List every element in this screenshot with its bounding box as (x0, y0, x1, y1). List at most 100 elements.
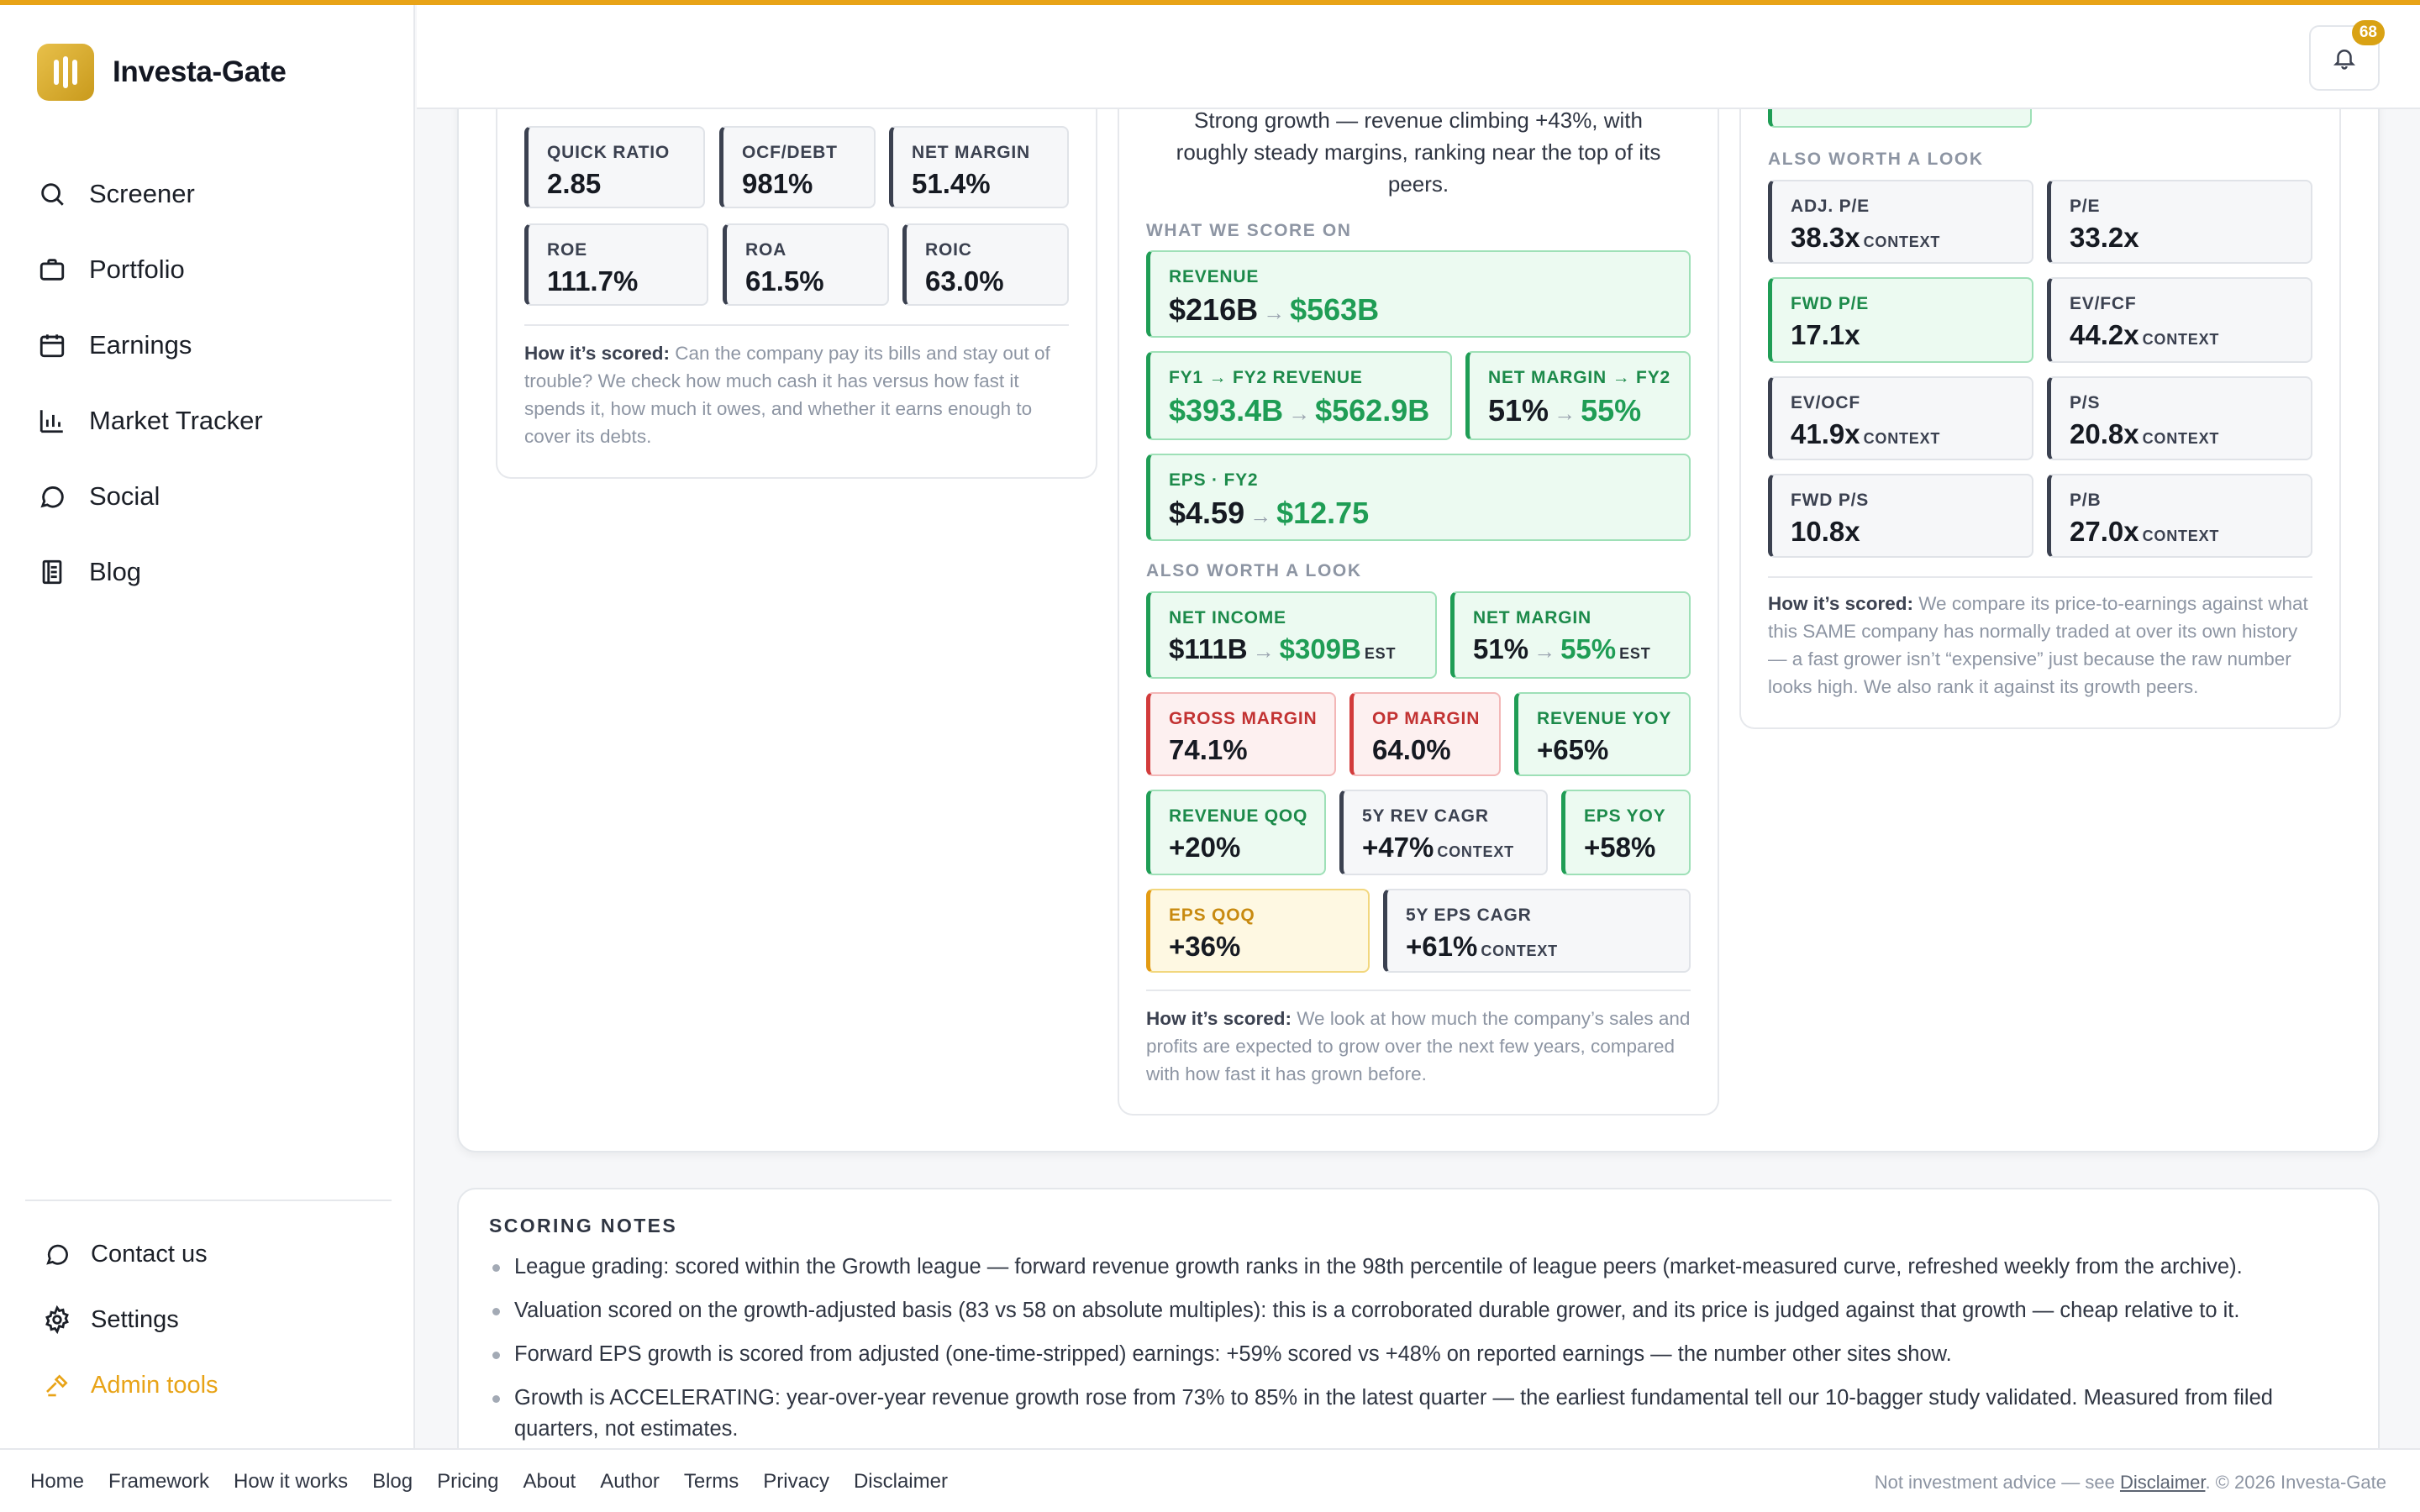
metric-revenue-qoq[interactable]: REVENUE QOQ +20% (1146, 790, 1326, 875)
nav-label: Market Tracker (89, 406, 263, 435)
metric-fwd-pe[interactable]: FWD P/E 17.1x (1768, 277, 2033, 363)
footer-link-blog[interactable]: Blog (372, 1470, 413, 1493)
metric-value: 17.1x (1791, 319, 1860, 350)
footer-note: Not investment advice — see Disclaimer. … (1874, 1472, 2386, 1493)
metric-roe[interactable]: ROE 111.7% (524, 223, 708, 306)
metric-label: EV/OCF (1791, 393, 1860, 412)
metric-value: $4.59 → $12.75 (1169, 496, 1370, 530)
metric-label: NET MARGIN → FY2 (1488, 368, 1670, 387)
metric-value: +58% (1584, 832, 1656, 863)
nav-item-screener[interactable]: Screener (37, 156, 263, 232)
metric-label: QUICK RATIO (547, 143, 671, 162)
metric-eps-fy2[interactable]: EPS · FY2 $4.59 → $12.75 (1146, 454, 1691, 541)
footer-link-home[interactable]: Home (30, 1470, 85, 1493)
notifications-button[interactable]: 68 (2309, 20, 2385, 91)
footer-link-pricing[interactable]: Pricing (437, 1470, 499, 1493)
metric-label: FY1 → FY2 REVENUE (1169, 368, 1363, 387)
metric-value: +36% (1169, 931, 1241, 962)
nav-label: Admin tools (91, 1371, 218, 1399)
metric-label: REVENUE (1169, 267, 1260, 286)
nav-item-earnings[interactable]: Earnings (37, 307, 263, 383)
calendar-icon (37, 330, 67, 360)
metric-pb[interactable]: P/B 27.0x CONTEXT (2047, 474, 2312, 558)
metric-label: EPS YOY (1584, 806, 1666, 826)
metric-label: FWD P/E (1791, 294, 1870, 313)
metric-quick-ratio[interactable]: QUICK RATIO 2.85 (524, 126, 705, 208)
metric-label: 5Y EPS CAGR (1406, 906, 1532, 925)
metric-value: 981% (742, 168, 813, 199)
metric-revenue[interactable]: REVENUE $216B → $563B (1146, 250, 1691, 338)
metric-ocf-debt[interactable]: OCF/DEBT 981% (719, 126, 876, 208)
nav-item-market-tracker[interactable]: Market Tracker (37, 383, 263, 459)
metric-value: 111.7% (547, 265, 639, 297)
metric-roic[interactable]: ROIC 63.0% (902, 223, 1069, 306)
nav-item-social[interactable]: Social (37, 459, 263, 534)
top-header: 68 (417, 5, 2420, 109)
chat-icon (42, 1239, 72, 1269)
metric-ev-ocf[interactable]: EV/OCF 41.9x CONTEXT (1768, 376, 2033, 460)
metric-net-income[interactable]: NET INCOME $111B → $309B EST (1146, 591, 1437, 679)
metric-ev-fcf[interactable]: EV/FCF 44.2x CONTEXT (2047, 277, 2312, 363)
metric-eps-yoy[interactable]: EPS YOY +58% (1561, 790, 1691, 875)
brand[interactable]: Investa-Gate (37, 44, 287, 101)
footer-link-privacy[interactable]: Privacy (763, 1470, 829, 1493)
metric-net-margin[interactable]: NET MARGIN 51.4% (889, 126, 1069, 208)
metric-net-margin-fy2[interactable]: NET MARGIN → FY2 51% → 55% (1465, 351, 1691, 440)
metric-value: +61% CONTEXT (1406, 931, 1558, 962)
metric-adj-pe[interactable]: ADJ. P/E 38.3x CONTEXT (1768, 180, 2033, 264)
main-nav: Screener Portfolio Earnings Market Track… (37, 156, 263, 610)
nav-label: Screener (89, 179, 195, 208)
metric-label: ROA (745, 240, 787, 260)
metric-roa[interactable]: ROA 61.5% (723, 223, 889, 306)
footer-link-disclaimer[interactable]: Disclaimer (853, 1470, 948, 1493)
metric-pe[interactable]: P/E 33.2x (2047, 180, 2312, 264)
metric-5y-rev-cagr[interactable]: 5Y REV CAGR +47% CONTEXT (1339, 790, 1548, 875)
metric-fy-revenue[interactable]: FY1 → FY2 REVENUE $393.4B → $562.9B (1146, 351, 1452, 440)
metric-label: FWD P/S (1791, 491, 1870, 510)
metric-value: 10.8x (1791, 516, 1860, 547)
metric-net-margin-est[interactable]: NET MARGIN 51% → 55% EST (1450, 591, 1691, 679)
metric-label: 5Y REV CAGR (1362, 806, 1489, 826)
brand-logo-icon (37, 44, 94, 101)
metric-value: 20.8x CONTEXT (2070, 418, 2220, 449)
metric-value: $216B → $563B (1169, 292, 1380, 327)
footer: Home Framework How it works Blog Pricing… (0, 1448, 2420, 1512)
metric-value: 64.0% (1372, 734, 1451, 765)
metric-value: +47% CONTEXT (1362, 832, 1514, 863)
footer-disclaimer-link[interactable]: Disclaimer (2119, 1472, 2206, 1493)
footer-link-framework[interactable]: Framework (108, 1470, 210, 1493)
nav-item-contact[interactable]: Contact us (25, 1221, 392, 1287)
metric-ps[interactable]: P/S 20.8x CONTEXT (2047, 376, 2312, 460)
metric-label: P/B (2070, 491, 2102, 510)
metric-value: 51.4% (912, 168, 991, 199)
secondary-nav: Contact us Settings Admin tools (25, 1200, 392, 1418)
scoring-explanation: How it’s scored: We compare its price-to… (1768, 590, 2314, 701)
metric-label: EV/FCF (2070, 294, 2137, 313)
nav-item-admin-tools[interactable]: Admin tools (25, 1352, 392, 1418)
metric-eps-qoq[interactable]: EPS QOQ +36% (1146, 889, 1370, 973)
divider (1768, 576, 2312, 578)
metric-gross-margin[interactable]: GROSS MARGIN 74.1% (1146, 692, 1336, 776)
scored-prefix: How it’s scored: (524, 343, 670, 364)
footer-link-about[interactable]: About (523, 1470, 576, 1493)
nav-item-blog[interactable]: Blog (37, 534, 263, 610)
metric-label: GROSS MARGIN (1169, 709, 1318, 728)
metric-value: 51% → 55% EST (1473, 633, 1651, 664)
nav-item-portfolio[interactable]: Portfolio (37, 232, 263, 307)
book-icon (37, 557, 67, 587)
nav-item-settings[interactable]: Settings (25, 1287, 392, 1352)
nav-label: Blog (89, 557, 142, 586)
footer-link-how-it-works[interactable]: How it works (234, 1470, 349, 1493)
gear-icon (42, 1305, 72, 1335)
metric-op-margin[interactable]: OP MARGIN 64.0% (1349, 692, 1501, 776)
metric-5y-eps-cagr[interactable]: 5Y EPS CAGR +61% CONTEXT (1383, 889, 1691, 973)
metric-revenue-yoy[interactable]: REVENUE YOY +65% (1514, 692, 1691, 776)
metric-value: 27.0x CONTEXT (2070, 516, 2220, 547)
footer-link-author[interactable]: Author (600, 1470, 660, 1493)
metric-fwd-ps[interactable]: FWD P/S 10.8x (1768, 474, 2033, 558)
list-item: Forward EPS growth is scored from adjust… (489, 1339, 2354, 1370)
list-item: Growth is ACCELERATING: year-over-year r… (489, 1383, 2354, 1445)
scored-text: We look at how much the company’s sales … (1146, 1008, 1691, 1084)
metric-label: OP MARGIN (1372, 709, 1481, 728)
footer-link-terms[interactable]: Terms (683, 1470, 739, 1493)
